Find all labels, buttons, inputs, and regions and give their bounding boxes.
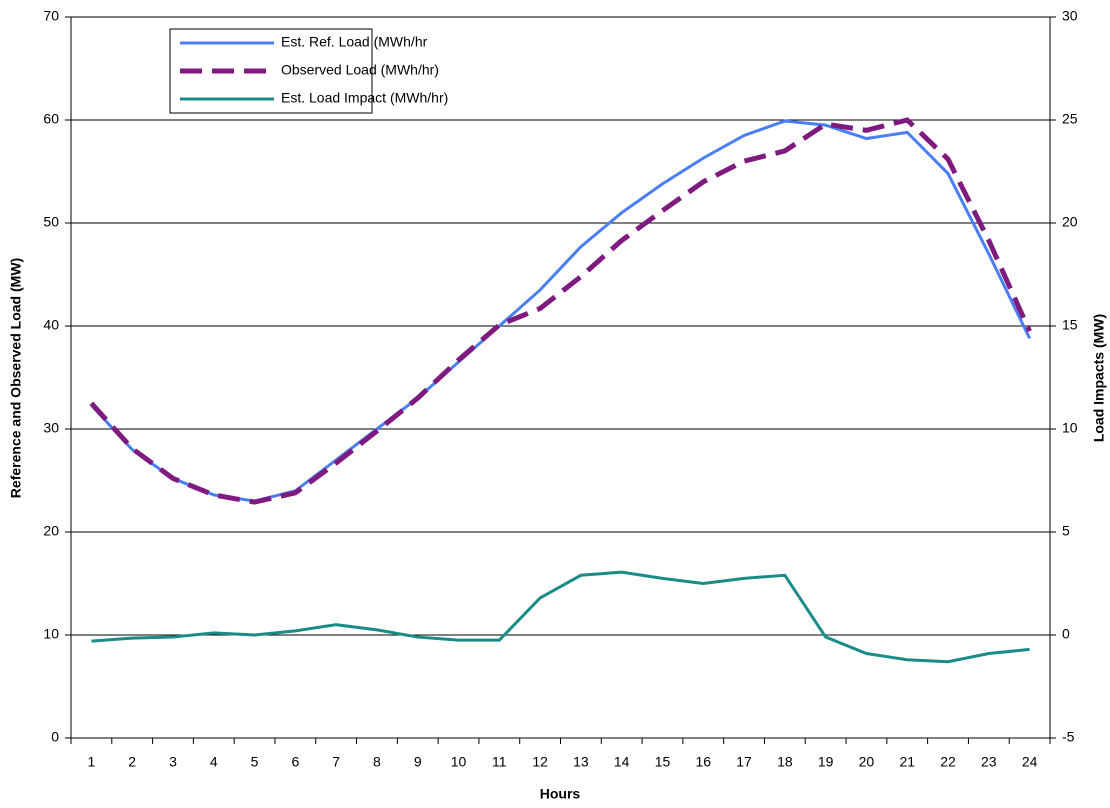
y-tick-label: 30 [43,420,59,436]
y-tick-label: 10 [43,626,59,642]
y2-tick-label: 0 [1062,626,1070,642]
x-tick-label: 7 [332,754,340,770]
y2-tick-label: 15 [1062,317,1078,333]
y-tick-label: 0 [51,729,59,745]
x-tick-label: 6 [291,754,299,770]
y-tick-label: 40 [43,317,59,333]
x-tick-label: 19 [818,754,834,770]
x-tick-label: 3 [169,754,177,770]
x-tick-label: 10 [451,754,467,770]
y2-axis-label: Load Impacts (MW) [1091,314,1107,442]
series-line [91,570,1030,664]
legend-label: Est. Load Impact (MWh/hr) [281,90,448,106]
x-tick-label: 23 [981,754,997,770]
y2-tick-label: 25 [1062,111,1078,127]
y-tick-label: 60 [43,111,59,127]
x-tick-label: 2 [128,754,136,770]
y-tick-label: 50 [43,214,59,230]
x-tick-label: 5 [251,754,259,770]
x-tick-label: 11 [492,754,507,770]
y2-tick-label: 10 [1062,420,1078,436]
x-tick-label: 18 [777,754,793,770]
x-tick-label: 4 [210,754,218,770]
x-axis-label: Hours [540,786,581,802]
x-tick-label: 15 [655,754,671,770]
x-tick-label: 13 [573,754,589,770]
y-tick-label: 70 [43,8,59,24]
x-tick-label: 17 [736,754,752,770]
series-line [90,119,1031,503]
y2-tick-label: 5 [1062,523,1070,539]
series-line [89,117,1032,505]
x-tick-label: 22 [940,754,956,770]
legend-label: Observed Load (MWh/hr) [281,62,439,78]
x-tick-label: 20 [859,754,875,770]
y2-tick-label: 30 [1062,8,1078,24]
x-tick-label: 24 [1022,754,1038,770]
x-tick-label: 8 [373,754,381,770]
x-tick-label: 21 [899,754,915,770]
y2-tick-label: 20 [1062,214,1078,230]
y-axis-label: Reference and Observed Load (MW) [8,258,24,498]
legend-label: Est. Ref. Load (MWh/hr [281,34,428,50]
y-tick-label: 20 [43,523,59,539]
x-tick-label: 14 [614,754,630,770]
y2-tick-label: -5 [1062,729,1075,745]
x-tick-label: 1 [87,754,95,770]
x-tick-label: 16 [695,754,711,770]
x-tick-label: 12 [532,754,548,770]
x-tick-label: 9 [414,754,422,770]
